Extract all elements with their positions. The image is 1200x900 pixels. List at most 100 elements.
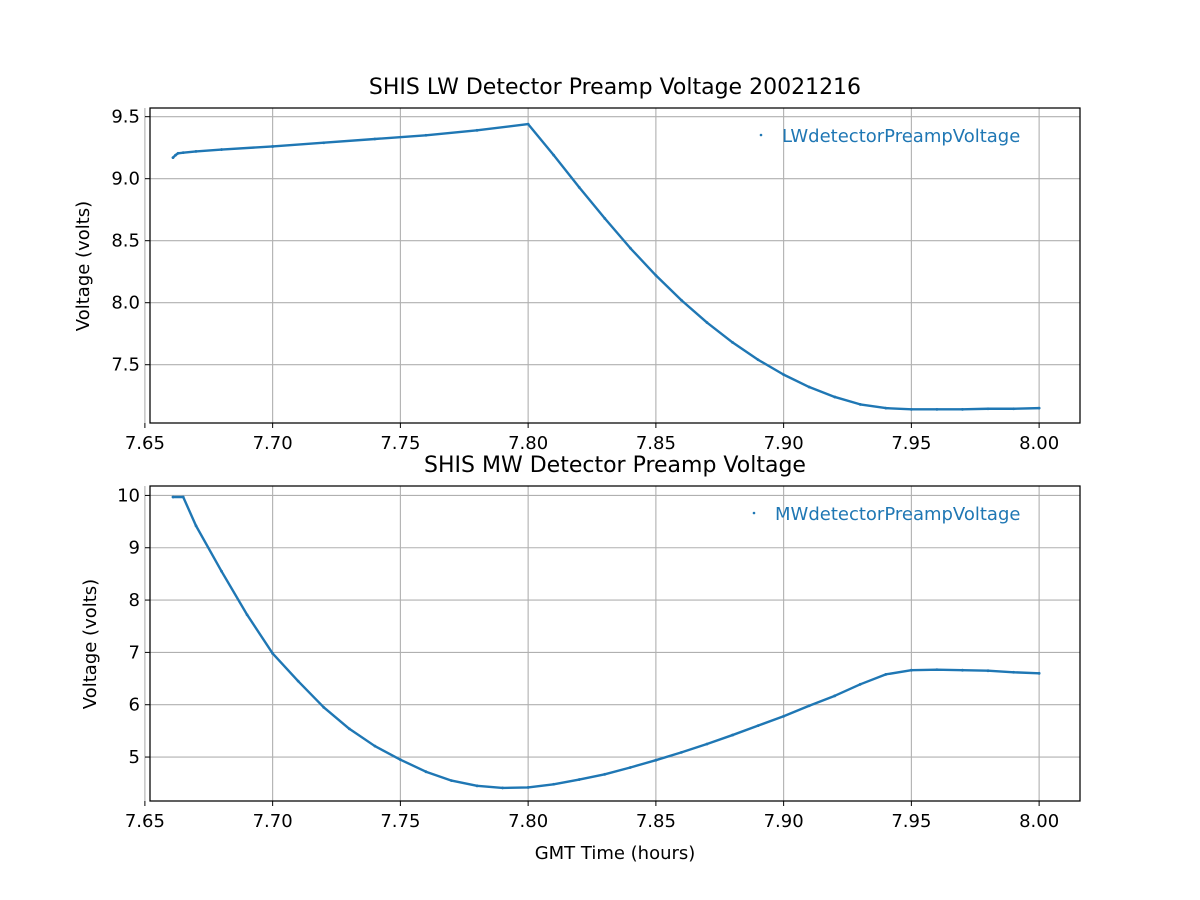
mw-data-point [296, 679, 300, 683]
lw-data-point [909, 407, 913, 411]
mw-grid [144, 486, 1080, 801]
lw-data-point [475, 128, 479, 132]
mw-data-point [782, 714, 786, 718]
lw-data-point [171, 156, 175, 160]
mw-y-tick-label: 9 [129, 538, 140, 559]
lw-x-tick-label: 7.80 [508, 433, 548, 454]
mw-panel: SHIS MW Detector Preamp Voltage 7.65 7.70… [80, 453, 1081, 864]
lw-y-axis-label: Voltage (volts) [73, 201, 94, 331]
lw-data-point [194, 150, 198, 153]
lw-x-tick-label: 8.00 [1019, 433, 1059, 454]
mw-y-tick-label: 8 [129, 590, 140, 611]
lw-data-point [705, 321, 709, 324]
lw-data-point [884, 406, 888, 410]
mw-data-point [654, 758, 658, 762]
mw-data-point [271, 652, 275, 655]
lw-legend-label: LWdetectorPreampVoltage [782, 126, 1020, 147]
lw-y-tick-label: 9.5 [111, 107, 140, 128]
lw-data-point [731, 340, 734, 344]
mw-data-point [181, 495, 185, 499]
lw-data-point [1012, 407, 1015, 411]
lw-legend-marker [759, 133, 763, 137]
lw-data-point [577, 185, 581, 189]
mw-y-tick-label: 7 [129, 642, 140, 663]
lw-data-point [424, 133, 428, 137]
lw-data-point [220, 148, 223, 151]
mw-x-tick-label: 7.65 [125, 811, 165, 832]
mw-plot-area [171, 495, 1041, 790]
lw-grid [144, 108, 1080, 423]
lw-data-point [322, 141, 326, 145]
mw-data-point [756, 724, 760, 728]
mw-data-point [680, 750, 683, 754]
mw-y-tick-label: 10 [117, 485, 140, 506]
mw-legend-label: MWdetectorPreampVoltage [775, 504, 1020, 525]
mw-legend: MWdetectorPreampVoltage [752, 504, 1020, 525]
mw-y-tick-label: 5 [129, 747, 140, 768]
lw-data-point [986, 407, 990, 411]
mw-data-point [628, 766, 632, 769]
mw-x-tick-label: 7.70 [253, 811, 293, 832]
mw-x-tick-label: 8.00 [1019, 811, 1059, 832]
lw-data-point [181, 151, 185, 155]
lw-data-point [373, 137, 377, 141]
lw-y-axis: 7.5 8.0 8.5 9.0 9.5 [111, 107, 150, 376]
lw-data-point [174, 153, 177, 157]
lw-data-point [756, 358, 760, 362]
lw-data-point [680, 298, 683, 302]
lw-x-tick-label: 7.70 [253, 433, 293, 454]
mw-y-axis-label: Voltage (volts) [80, 579, 101, 709]
mw-data-point [909, 668, 913, 672]
lw-data-point [807, 385, 811, 389]
mw-y-axis: 5 6 7 8 9 10 [117, 485, 150, 768]
lw-y-tick-label: 8.0 [111, 293, 140, 314]
mw-data-point [935, 668, 939, 672]
mw-data-point [245, 613, 249, 617]
mw-data-point [1037, 671, 1041, 675]
lw-data-point [176, 151, 180, 155]
lw-data-point [552, 153, 556, 157]
lw-chart-title: SHIS LW Detector Preamp Voltage 20021216 [369, 75, 861, 100]
mw-data-point [961, 668, 964, 672]
mw-x-axis: 7.65 7.70 7.75 7.80 7.85 7.90 7.95 8.00 [125, 801, 1059, 832]
mw-data-point [807, 704, 811, 708]
lw-data-point [961, 407, 964, 411]
mw-chart-title: SHIS MW Detector Preamp Voltage [424, 453, 806, 478]
mw-data-point [731, 733, 734, 737]
lw-data-point [628, 246, 632, 250]
lw-x-tick-label: 7.95 [891, 433, 931, 454]
mw-data-point [322, 705, 326, 709]
mw-data-point [705, 742, 709, 746]
mw-x-tick-label: 7.75 [380, 811, 420, 832]
lw-data-point [271, 145, 275, 148]
lw-series-trace [171, 122, 1041, 411]
mw-data-point [526, 786, 530, 789]
mw-x-tick-label: 7.80 [508, 811, 548, 832]
mw-data-point [833, 694, 837, 698]
mw-data-point [577, 778, 581, 781]
mw-data-point [1012, 670, 1015, 674]
mw-x-tick-label: 7.95 [891, 811, 931, 832]
lw-y-tick-label: 8.5 [111, 231, 140, 252]
lw-data-point [858, 403, 862, 406]
mw-data-point [398, 758, 402, 762]
mw-data-point [220, 569, 223, 573]
lw-x-tick-label: 7.75 [380, 433, 420, 454]
lw-x-tick-label: 7.85 [636, 433, 676, 454]
mw-data-point [194, 524, 198, 528]
mw-data-point [347, 727, 351, 731]
mw-series-trace [171, 495, 1041, 790]
mw-x-axis-label: GMT Time (hours) [535, 843, 696, 864]
mw-y-tick-label: 6 [129, 695, 140, 716]
mw-x-tick-label: 7.85 [636, 811, 676, 832]
mw-data-point [475, 784, 479, 788]
mw-axes-frame [149, 485, 1081, 802]
lw-data-point [833, 395, 837, 399]
lw-x-tick-label: 7.65 [125, 433, 165, 454]
lw-data-point [935, 407, 939, 411]
mw-data-point [986, 669, 990, 673]
lw-data-point [782, 373, 786, 377]
lw-data-point [603, 216, 607, 220]
mw-data-point [552, 782, 556, 786]
